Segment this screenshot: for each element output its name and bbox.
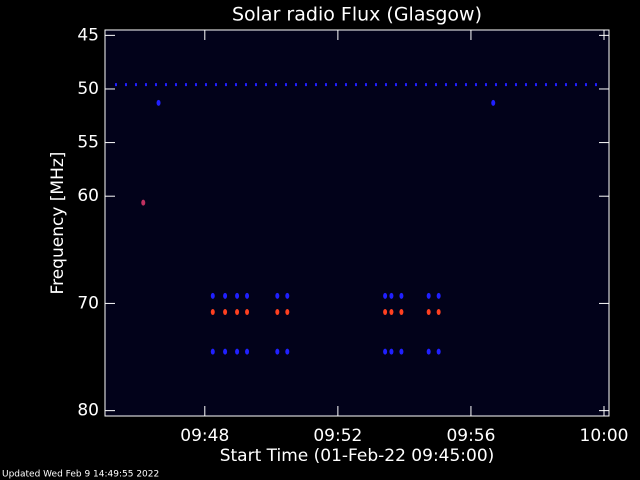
- point: [399, 292, 404, 299]
- y-tick-label: 50: [77, 79, 99, 99]
- plot-area: [105, 30, 609, 416]
- x-tick-label: 09:52: [313, 426, 362, 446]
- point: [223, 292, 228, 299]
- point: [275, 292, 280, 299]
- point: [245, 348, 250, 355]
- point: [426, 292, 431, 299]
- point: [245, 292, 250, 299]
- point: [210, 308, 215, 315]
- point: [245, 308, 250, 315]
- point: [235, 348, 240, 355]
- y-tick-label: 70: [77, 293, 99, 313]
- point: [436, 308, 441, 315]
- point: [156, 99, 161, 106]
- point: [436, 292, 441, 299]
- point: [285, 308, 290, 315]
- point: [285, 292, 290, 299]
- point: [426, 348, 431, 355]
- point: [275, 308, 280, 315]
- plot-frame: [104, 29, 610, 417]
- x-tick-label: 10:00: [580, 426, 629, 446]
- point: [275, 348, 280, 355]
- y-tick-label: 80: [77, 401, 99, 421]
- point: [210, 348, 215, 355]
- y-tick-label: 60: [77, 186, 99, 206]
- point: [383, 308, 388, 315]
- point: [399, 308, 404, 315]
- y-tick-label: 45: [77, 25, 99, 45]
- point: [389, 292, 394, 299]
- point: [141, 199, 146, 206]
- point: [285, 348, 290, 355]
- x-tick-label: 09:56: [446, 426, 495, 446]
- point: [426, 308, 431, 315]
- x-axis-label: Start Time (01-Feb-22 09:45:00): [220, 446, 495, 466]
- point: [383, 292, 388, 299]
- point: [235, 292, 240, 299]
- point: [210, 292, 215, 299]
- y-tick-label: 55: [77, 133, 99, 153]
- point: [223, 348, 228, 355]
- point: [436, 348, 441, 355]
- footer: Updated Wed Feb 9 14:49:55 2022: [2, 470, 159, 480]
- x-tick-label: 09:48: [180, 426, 229, 446]
- point: [223, 308, 228, 315]
- point: [389, 308, 394, 315]
- point: [383, 348, 388, 355]
- point: [399, 348, 404, 355]
- point: [389, 348, 394, 355]
- y-axis-label: Frequency [MHz]: [48, 152, 68, 295]
- chart-title: Solar radio Flux (Glasgow): [232, 4, 482, 26]
- point: [235, 308, 240, 315]
- point: [491, 99, 496, 106]
